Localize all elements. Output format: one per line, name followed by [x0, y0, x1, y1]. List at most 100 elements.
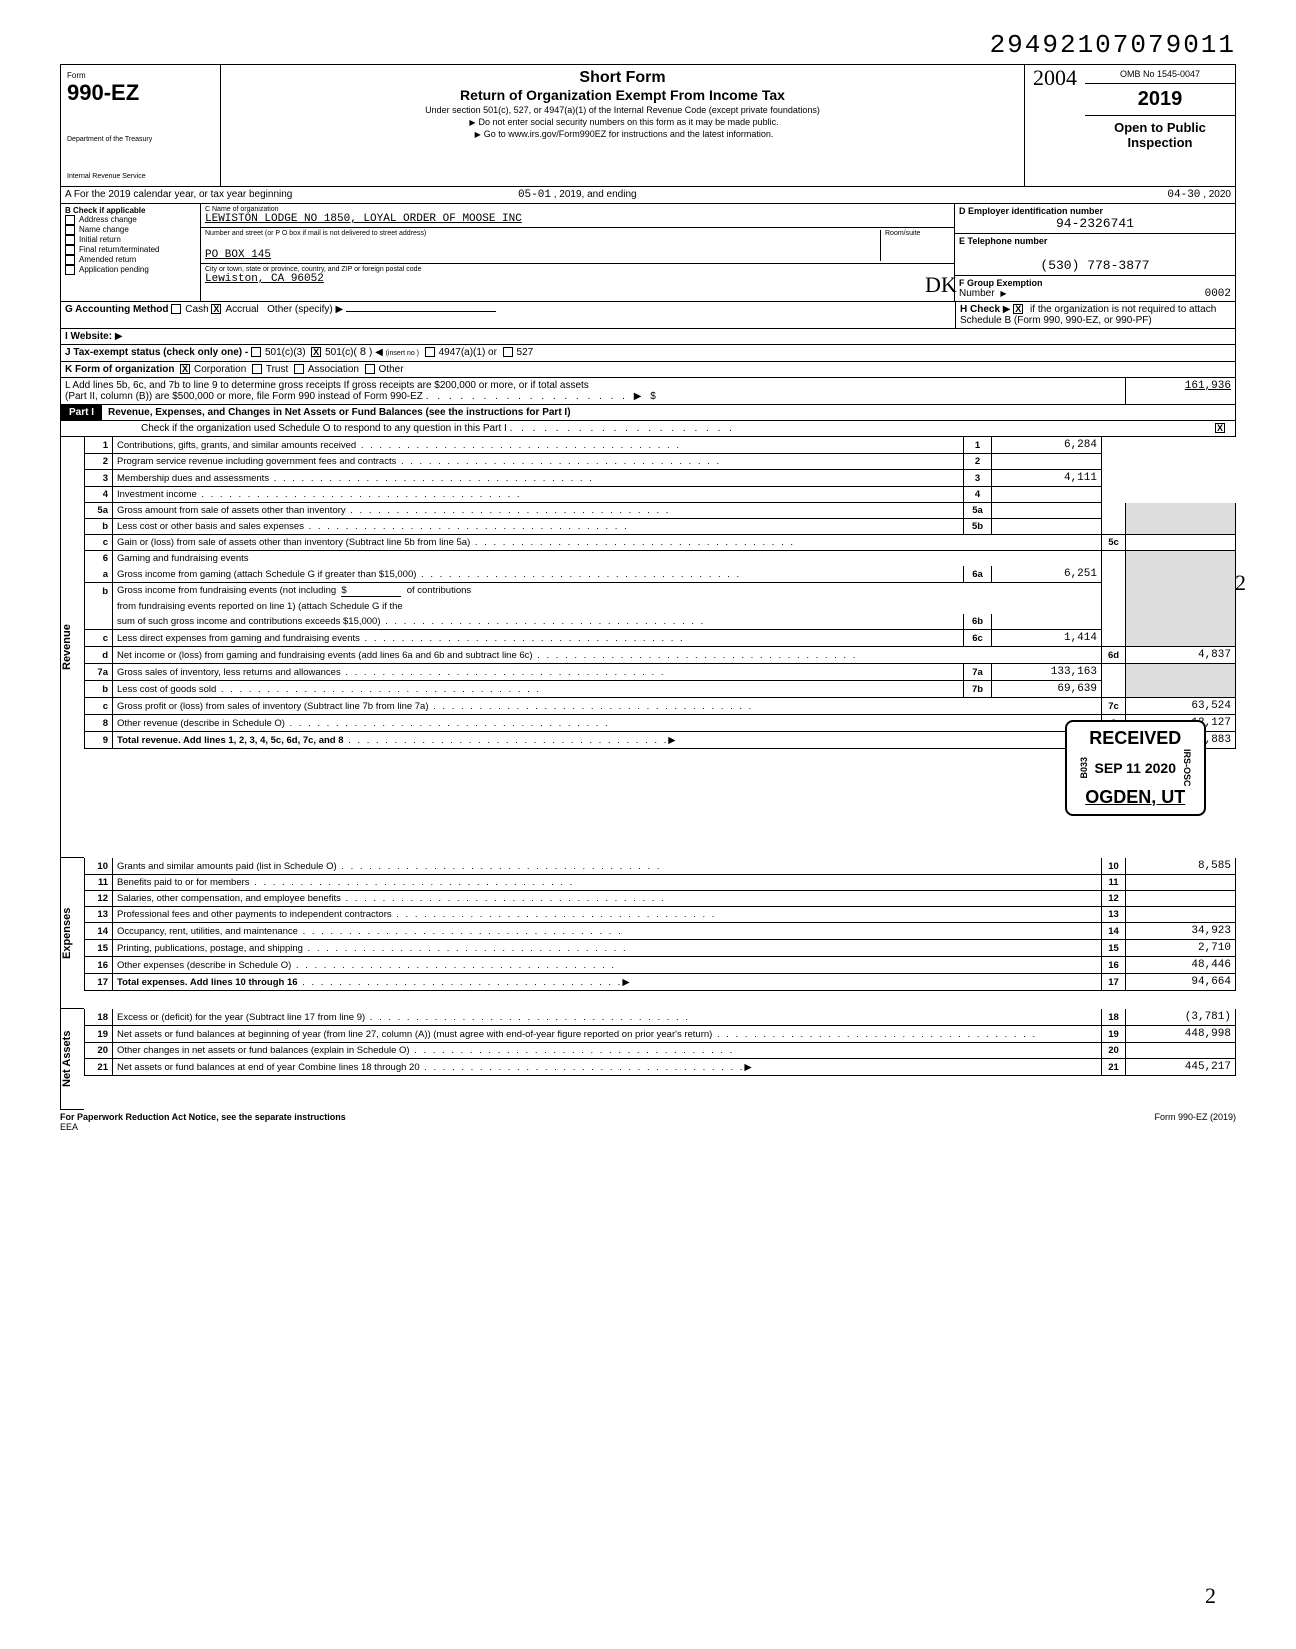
year-begin: 05-01 — [518, 189, 551, 201]
check-assoc[interactable] — [294, 364, 304, 374]
k-label: K Form of organization — [65, 364, 174, 375]
label-corp: Corporation — [194, 364, 246, 375]
stamp-city: OGDEN, UT — [1079, 787, 1192, 808]
label-other-org: Other — [379, 364, 404, 375]
handwritten-year: 2004 — [1033, 65, 1077, 90]
line-16-desc: Other expenses (describe in Schedule O) — [117, 960, 291, 971]
h-label: H Check — [960, 304, 1000, 315]
form-header: Form 990-EZ Department of the Treasury I… — [60, 64, 1236, 187]
handwritten-2: 2 — [1205, 1583, 1216, 1609]
line-6a-desc: Gross income from gaming (attach Schedul… — [117, 569, 416, 580]
line-13-col: 13 — [1102, 907, 1126, 923]
line-5b-sublabel: 5b — [964, 519, 992, 535]
label-assoc: Association — [308, 364, 359, 375]
line-2-num: 2 — [85, 454, 113, 470]
check-corp[interactable] — [180, 364, 190, 374]
row-a-end-year: , 2020 — [1203, 189, 1231, 200]
line-7c-amt: 63,524 — [1126, 698, 1236, 715]
title-goto: Go to www.irs.gov/Form990EZ for instruct… — [229, 129, 1016, 139]
checks-column: B Check if applicable Address change Nam… — [61, 204, 201, 301]
line-2-desc: Program service revenue including govern… — [117, 456, 396, 467]
line-1-num: 1 — [85, 437, 113, 454]
check-final[interactable] — [65, 245, 75, 255]
line-3-num: 3 — [85, 470, 113, 487]
check-501c[interactable] — [311, 347, 321, 357]
org-name: LEWISTON LODGE NO 1850, LOYAL ORDER OF M… — [205, 213, 950, 225]
insert-no: (insert no ) — [386, 350, 419, 357]
line-10-col: 10 — [1102, 858, 1126, 875]
label-501c: 501(c)( — [325, 347, 357, 358]
line-7b-subamt: 69,639 — [992, 681, 1102, 698]
line-7c-desc: Gross profit or (loss) from sales of inv… — [117, 701, 429, 712]
check-accrual[interactable] — [211, 304, 221, 314]
line-5c-num: c — [85, 535, 113, 551]
handwritten-2b: 2 — [1235, 570, 1246, 596]
room-label: Room/suite — [885, 230, 950, 237]
line-19-num: 19 — [85, 1026, 113, 1043]
line-16-num: 16 — [85, 957, 113, 974]
line-7b-desc: Less cost of goods sold — [117, 684, 216, 695]
check-cash[interactable] — [171, 304, 181, 314]
line-5b-subamt — [992, 519, 1102, 535]
line-6a-subamt: 6,251 — [992, 566, 1102, 583]
line-4-col: 4 — [964, 487, 992, 503]
line-12-num: 12 — [85, 891, 113, 907]
line-4-num: 4 — [85, 487, 113, 503]
check-527[interactable] — [503, 347, 513, 357]
c-label: C Name of organization — [205, 206, 950, 213]
line-5a-num: 5a — [85, 503, 113, 519]
line-1-desc: Contributions, gifts, grants, and simila… — [117, 440, 356, 451]
phone: (530) 778-3877 — [959, 258, 1231, 273]
check-app-pending[interactable] — [65, 265, 75, 275]
check-schedule-o[interactable] — [1215, 423, 1225, 433]
line-12-amt — [1126, 891, 1236, 907]
line-6d-desc: Net income or (loss) from gaming and fun… — [117, 650, 533, 661]
check-4947[interactable] — [425, 347, 435, 357]
line-3-amt: 4,111 — [992, 470, 1102, 487]
org-addr: PO BOX 145 — [205, 249, 880, 261]
check-name-change[interactable] — [65, 225, 75, 235]
line-2-amt — [992, 454, 1102, 470]
open-public: Open to Public — [1089, 120, 1231, 135]
line-6c-desc: Less direct expenses from gaming and fun… — [117, 633, 360, 644]
line-6b-subamt — [992, 614, 1102, 630]
line-5a-subamt — [992, 503, 1102, 519]
part1-title: Revenue, Expenses, and Changes in Net As… — [102, 405, 577, 420]
line-7c-num: c — [85, 698, 113, 715]
line-15-desc: Printing, publications, postage, and shi… — [117, 943, 303, 954]
line-14-amt: 34,923 — [1126, 923, 1236, 940]
check-amended[interactable] — [65, 255, 75, 265]
line-21-num: 21 — [85, 1059, 113, 1076]
line-5c-amt — [1126, 535, 1236, 551]
line-11-desc: Benefits paid to or for members — [117, 877, 250, 888]
line-20-desc: Other changes in net assets or fund bala… — [117, 1045, 410, 1056]
line-1-amt: 6,284 — [992, 437, 1102, 454]
label-501c3: 501(c)(3) — [265, 347, 306, 358]
line-3-desc: Membership dues and assessments — [117, 473, 269, 484]
line-8-num: 8 — [85, 715, 113, 732]
line-19-col: 19 — [1102, 1026, 1126, 1043]
line-19-amt: 448,998 — [1126, 1026, 1236, 1043]
check-trust[interactable] — [252, 364, 262, 374]
line-14-desc: Occupancy, rent, utilities, and maintena… — [117, 926, 298, 937]
line-6-num: 6 — [85, 551, 113, 567]
line-7a-num: 7a — [85, 664, 113, 681]
line-21-desc: Net assets or fund balances at end of ye… — [117, 1062, 420, 1073]
check-h[interactable] — [1013, 304, 1023, 314]
line-13-desc: Professional fees and other payments to … — [117, 909, 392, 920]
check-other-org[interactable] — [365, 364, 375, 374]
stamp-received: RECEIVED — [1079, 728, 1192, 749]
f-num-label: Number — [959, 288, 995, 299]
line-17-amt: 94,664 — [1126, 974, 1236, 991]
line-6-desc: Gaming and fundraising events — [117, 553, 249, 564]
j-label: J Tax-exempt status (check only one) - — [65, 347, 248, 358]
line-6c-num: c — [85, 630, 113, 647]
g-label: G Accounting Method — [65, 304, 169, 315]
label-527: 527 — [517, 347, 534, 358]
line-13-amt — [1126, 907, 1236, 923]
line-1-col: 1 — [964, 437, 992, 454]
check-addr-change[interactable] — [65, 215, 75, 225]
check-501c3[interactable] — [251, 347, 261, 357]
check-initial[interactable] — [65, 235, 75, 245]
city-label: City or town, state or province, country… — [205, 266, 950, 273]
